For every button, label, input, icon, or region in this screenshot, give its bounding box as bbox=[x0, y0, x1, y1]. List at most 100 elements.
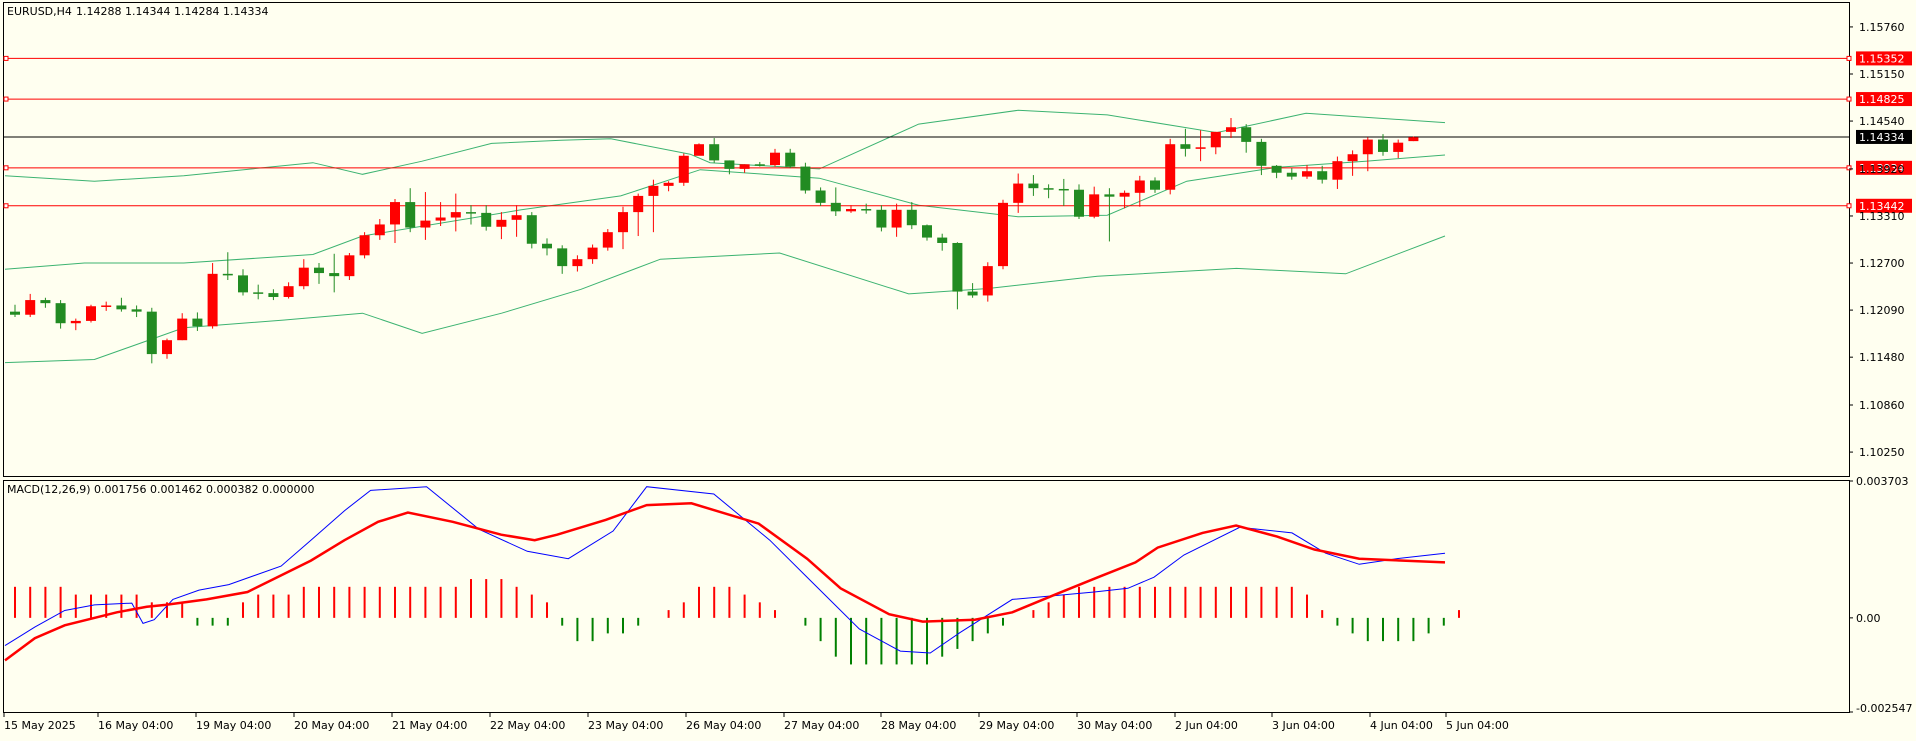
candle-body bbox=[1043, 188, 1054, 190]
candle bbox=[846, 205, 856, 213]
candle-body bbox=[830, 202, 841, 212]
line-anchor-right bbox=[1846, 55, 1852, 61]
macd-y-tick-label: 0.003703 bbox=[1856, 475, 1909, 488]
x-tick-label: 26 May 04:00 bbox=[686, 719, 761, 732]
candle-body bbox=[420, 220, 431, 228]
candle bbox=[420, 192, 431, 240]
candle bbox=[359, 232, 370, 259]
macd-title: MACD(12,26,9) 0.001756 0.001462 0.000382… bbox=[7, 483, 314, 496]
candle bbox=[1104, 188, 1115, 242]
x-tick-label: 30 May 04:00 bbox=[1077, 719, 1152, 732]
candle bbox=[162, 338, 172, 359]
x-tick-label: 27 May 04:00 bbox=[784, 719, 859, 732]
candle-body bbox=[952, 242, 963, 292]
candle-body bbox=[344, 255, 355, 277]
x-tick-label: 2 Jun 04:00 bbox=[1175, 719, 1238, 732]
candle-body bbox=[192, 318, 203, 327]
axes: 1.15352 1.14825 1.13934 1.13442 1.14334 1.157… bbox=[3, 21, 1912, 732]
price-tag bbox=[1856, 51, 1912, 66]
candle-body bbox=[785, 152, 796, 167]
candle bbox=[101, 301, 112, 311]
candle-body bbox=[283, 286, 294, 297]
candle-body bbox=[861, 209, 872, 211]
candle-body bbox=[25, 300, 36, 315]
candle bbox=[800, 162, 811, 194]
candle bbox=[374, 219, 385, 240]
candle bbox=[192, 312, 203, 331]
candle-body bbox=[526, 215, 537, 244]
candle-body bbox=[146, 311, 157, 355]
candle bbox=[1256, 138, 1267, 176]
candle bbox=[466, 205, 476, 225]
y-tick-label: 1.10860 bbox=[1859, 399, 1905, 412]
candle bbox=[450, 193, 461, 232]
candle bbox=[1165, 138, 1176, 195]
candle bbox=[937, 233, 948, 251]
candle-body bbox=[55, 303, 66, 324]
y-tick-label: 1.12090 bbox=[1859, 304, 1905, 317]
candle bbox=[283, 282, 294, 299]
candle-body bbox=[40, 300, 51, 304]
candle bbox=[861, 203, 872, 214]
candle bbox=[1013, 173, 1024, 213]
candle bbox=[298, 259, 309, 290]
candle bbox=[1393, 139, 1404, 159]
candle-body bbox=[1271, 165, 1282, 173]
candle-body bbox=[405, 202, 416, 228]
candle bbox=[876, 205, 887, 232]
candle-body bbox=[222, 273, 233, 276]
candle bbox=[1195, 130, 1206, 162]
y-tick-label: 1.10250 bbox=[1859, 446, 1905, 459]
line-anchor-left bbox=[3, 55, 9, 61]
candle bbox=[922, 224, 932, 241]
candle bbox=[10, 304, 20, 318]
candle-body bbox=[1013, 183, 1024, 203]
candle bbox=[1058, 178, 1069, 206]
candle-body bbox=[724, 160, 735, 169]
price-panel[interactable] bbox=[3, 2, 1850, 477]
candle bbox=[329, 253, 340, 293]
candle bbox=[511, 205, 522, 237]
candle-body bbox=[86, 306, 96, 321]
line-anchor-right bbox=[1846, 165, 1852, 171]
x-tick-label: 22 May 04:00 bbox=[490, 719, 565, 732]
bollinger-lower-line bbox=[4, 235, 1446, 364]
candle-body bbox=[374, 224, 385, 236]
x-tick-label: 29 May 04:00 bbox=[979, 719, 1054, 732]
candle-body bbox=[906, 209, 917, 226]
candle bbox=[739, 164, 750, 173]
candle bbox=[1347, 150, 1358, 176]
candle-body bbox=[709, 144, 720, 161]
candle-body bbox=[1195, 147, 1206, 149]
candle-body bbox=[70, 320, 81, 324]
ohlc-readout: 1.14288 1.14344 1.14284 1.14334 bbox=[76, 5, 268, 18]
candle-body bbox=[648, 185, 659, 196]
candle bbox=[177, 313, 188, 341]
candle bbox=[1271, 165, 1282, 179]
macd-panel[interactable] bbox=[3, 480, 1850, 713]
bollinger-middle-line bbox=[4, 154, 1446, 270]
candle-body bbox=[1362, 139, 1373, 155]
candle-body bbox=[542, 243, 552, 249]
candle-body bbox=[207, 273, 218, 327]
price-tag bbox=[1856, 198, 1912, 213]
candle bbox=[618, 206, 628, 250]
candle-body bbox=[770, 152, 780, 166]
candle bbox=[70, 318, 81, 331]
candle-body bbox=[1074, 189, 1084, 217]
candle bbox=[891, 203, 902, 237]
x-tick-label: 23 May 04:00 bbox=[588, 719, 663, 732]
candle-body bbox=[1180, 144, 1191, 149]
candle-body bbox=[359, 235, 370, 256]
candle-body bbox=[602, 232, 613, 248]
line-anchor-right bbox=[1846, 96, 1852, 102]
candle bbox=[1210, 131, 1221, 155]
candle-body bbox=[815, 190, 826, 203]
y-tick-label: 1.13920 bbox=[1859, 163, 1905, 176]
candle-body bbox=[1134, 180, 1145, 193]
candle-body bbox=[298, 267, 309, 287]
candle-body bbox=[1302, 171, 1312, 177]
bollinger-bands bbox=[4, 109, 1446, 364]
candle bbox=[678, 153, 689, 186]
